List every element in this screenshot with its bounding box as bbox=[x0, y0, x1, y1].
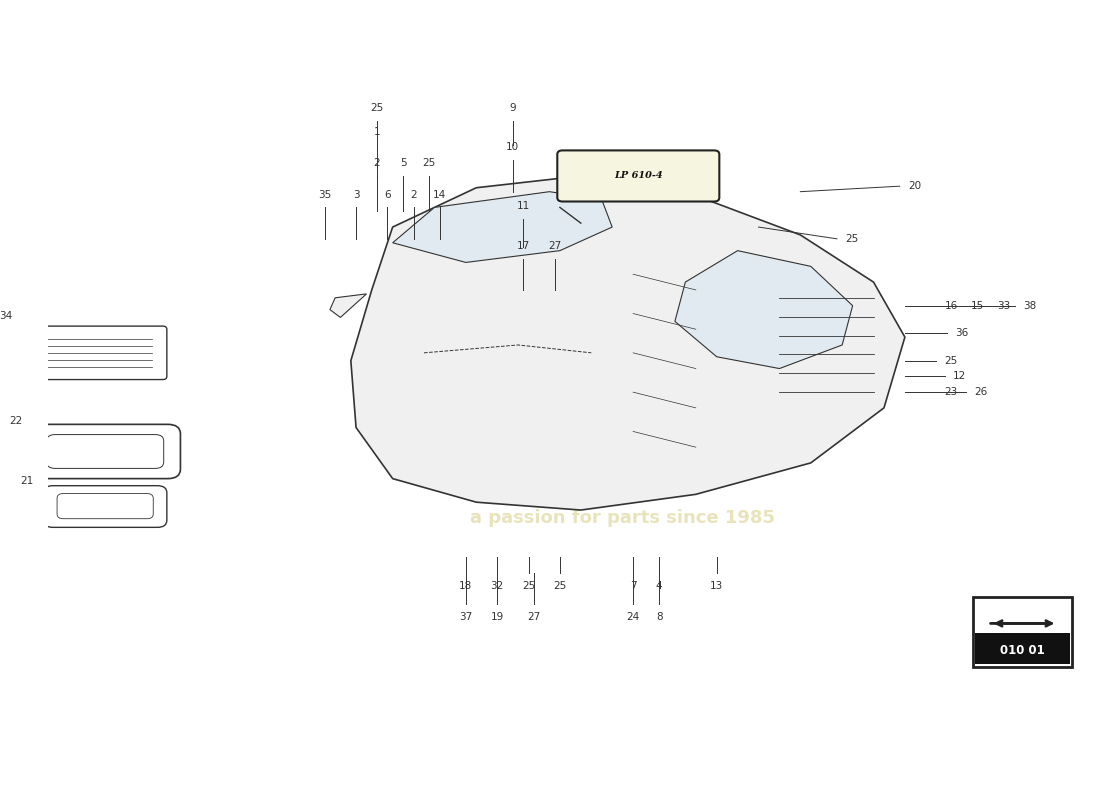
Text: 25: 25 bbox=[521, 581, 536, 591]
FancyBboxPatch shape bbox=[23, 326, 167, 379]
Text: 27: 27 bbox=[527, 612, 540, 622]
Text: 13: 13 bbox=[711, 581, 724, 591]
Text: 6: 6 bbox=[384, 190, 390, 199]
Text: 15: 15 bbox=[970, 301, 985, 310]
Text: 22: 22 bbox=[10, 416, 23, 426]
Text: 010 01: 010 01 bbox=[1000, 644, 1045, 657]
Text: 33: 33 bbox=[997, 301, 1010, 310]
Text: 7: 7 bbox=[630, 581, 637, 591]
Text: 5: 5 bbox=[399, 158, 406, 168]
FancyBboxPatch shape bbox=[972, 597, 1072, 667]
Text: 36: 36 bbox=[955, 328, 968, 338]
PathPatch shape bbox=[351, 176, 905, 510]
Text: 2: 2 bbox=[410, 190, 417, 199]
FancyBboxPatch shape bbox=[44, 486, 167, 527]
Text: 25: 25 bbox=[553, 581, 566, 591]
Text: 37: 37 bbox=[459, 612, 472, 622]
FancyBboxPatch shape bbox=[975, 634, 1070, 665]
PathPatch shape bbox=[330, 294, 366, 318]
Text: 23: 23 bbox=[945, 387, 958, 397]
Text: 3: 3 bbox=[353, 190, 360, 199]
Text: 25: 25 bbox=[845, 234, 858, 244]
Text: LP 610-4: LP 610-4 bbox=[614, 171, 662, 181]
FancyBboxPatch shape bbox=[30, 424, 180, 478]
Text: 32: 32 bbox=[491, 581, 504, 591]
Text: 25: 25 bbox=[945, 356, 958, 366]
Text: 18: 18 bbox=[459, 581, 472, 591]
Text: 4: 4 bbox=[656, 581, 662, 591]
Text: 21: 21 bbox=[20, 477, 33, 486]
PathPatch shape bbox=[675, 250, 852, 369]
Text: 1: 1 bbox=[374, 126, 381, 137]
Text: 8: 8 bbox=[656, 612, 662, 622]
Text: 16: 16 bbox=[945, 301, 958, 310]
FancyBboxPatch shape bbox=[46, 434, 164, 468]
Text: 26: 26 bbox=[974, 387, 987, 397]
Text: 35: 35 bbox=[318, 190, 331, 199]
Text: 20: 20 bbox=[908, 181, 921, 191]
Text: 12: 12 bbox=[953, 371, 966, 382]
Text: 25: 25 bbox=[422, 158, 436, 168]
Text: 10: 10 bbox=[506, 142, 519, 152]
Text: 34: 34 bbox=[0, 311, 12, 322]
Text: 27: 27 bbox=[548, 241, 561, 250]
FancyBboxPatch shape bbox=[558, 150, 719, 202]
Text: a passion for parts since 1985: a passion for parts since 1985 bbox=[470, 509, 776, 527]
PathPatch shape bbox=[393, 192, 613, 262]
Text: 2: 2 bbox=[374, 158, 381, 168]
Text: 17: 17 bbox=[517, 241, 530, 250]
Text: 19: 19 bbox=[491, 612, 504, 622]
Text: 25: 25 bbox=[371, 103, 384, 113]
Text: 9: 9 bbox=[509, 103, 516, 113]
Text: 14: 14 bbox=[433, 190, 447, 199]
FancyBboxPatch shape bbox=[57, 494, 153, 518]
Text: eurosp: eurosp bbox=[469, 437, 672, 489]
Text: 24: 24 bbox=[627, 612, 640, 622]
Text: 38: 38 bbox=[1023, 301, 1036, 310]
Text: 11: 11 bbox=[517, 202, 530, 211]
